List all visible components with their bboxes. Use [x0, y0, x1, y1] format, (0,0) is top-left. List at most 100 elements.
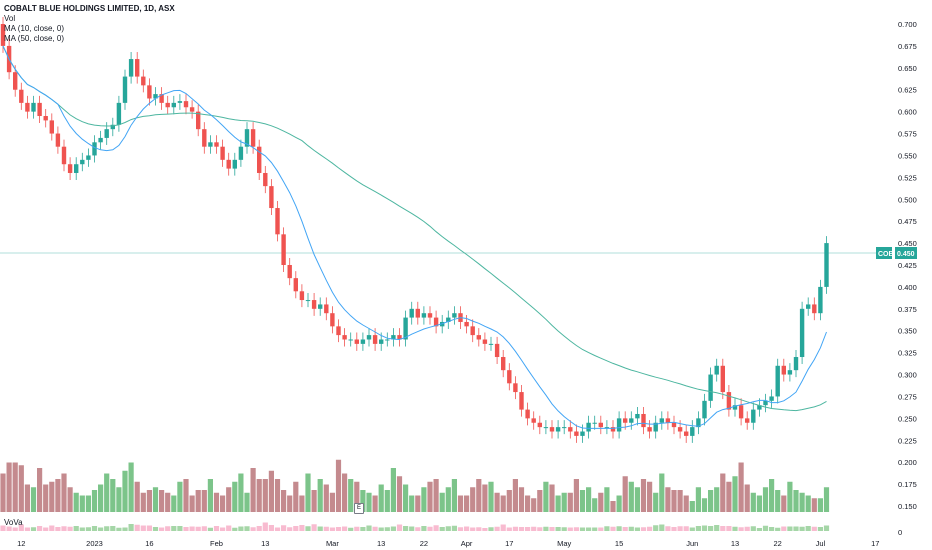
price-tick-label: 0.175 — [898, 480, 917, 489]
vova-bar — [30, 527, 37, 531]
candle-body — [806, 304, 811, 309]
ma50-line — [2, 45, 827, 412]
volume-bar — [384, 490, 390, 512]
price-axis[interactable]: 0.700 0.675 0.650 0.625 0.600 0.575 0.550 0.525… — [898, 20, 917, 537]
candle-body — [214, 142, 219, 147]
price-tick-label: 0.425 — [898, 261, 917, 270]
vova-tick-label: 0 — [898, 528, 902, 537]
volume-bar — [433, 479, 439, 512]
vova-bar — [427, 526, 433, 531]
vova-bar — [457, 527, 464, 531]
volume-bar — [787, 481, 793, 512]
candle-body — [793, 357, 799, 371]
vova-bar — [805, 526, 811, 531]
candle-body — [208, 142, 213, 147]
vova-bar — [262, 522, 268, 531]
candle-body — [775, 365, 780, 397]
legend-ma10[interactable]: MA (10, close, 0) — [4, 24, 65, 33]
candle-body — [98, 137, 103, 143]
volume-bar — [604, 487, 610, 512]
vova-bar — [67, 526, 73, 531]
volume-bar — [85, 495, 91, 512]
candle-body — [238, 146, 244, 160]
volume-bar — [470, 487, 476, 512]
vova-bar — [628, 526, 634, 531]
price-tick-label: 0.200 — [898, 458, 917, 467]
legend-vol[interactable]: Vol — [4, 14, 16, 23]
candle-body — [769, 396, 774, 401]
candle-body — [470, 326, 475, 336]
ma10-line — [2, 45, 827, 429]
price-tick-label: 0.450 — [898, 239, 917, 248]
candle-body — [714, 365, 719, 375]
candle-body — [684, 431, 689, 436]
vova-bar — [634, 527, 640, 531]
volume-bar — [281, 490, 287, 512]
volume-bar — [12, 462, 18, 512]
candle-body — [305, 300, 311, 302]
volume-bar — [695, 487, 701, 512]
candle-body — [183, 101, 189, 108]
svg-text:0.450: 0.450 — [897, 251, 915, 258]
candle-body — [635, 413, 640, 419]
vova-bar — [738, 527, 744, 531]
vova-bar — [207, 527, 213, 531]
candle-body — [690, 427, 695, 436]
vova-bar — [244, 526, 250, 531]
candle-body — [37, 102, 42, 117]
volume-bar — [122, 470, 128, 512]
candle-body — [281, 234, 286, 265]
vova-bar — [421, 526, 427, 531]
price-tick-label: 0.300 — [898, 371, 917, 380]
candle-body — [61, 146, 67, 165]
candle-body — [391, 335, 396, 340]
vova-bar — [573, 527, 579, 531]
vova-bar — [49, 525, 55, 531]
vova-bar — [604, 526, 610, 531]
candle-body — [726, 392, 732, 410]
price-tick-label: 0.575 — [898, 130, 917, 139]
vova-bar — [171, 526, 177, 531]
vova-bar — [287, 527, 293, 531]
legend-ma50[interactable]: MA (50, close, 0) — [4, 34, 65, 43]
vova-bar — [720, 526, 726, 531]
price-tick-label: 0.325 — [898, 349, 917, 358]
vova-bar — [567, 527, 573, 531]
vova-legend[interactable]: VoVa — [4, 518, 23, 527]
symbol-title[interactable]: COBALT BLUE HOLDINGS LIMITED, 1D, ASX — [4, 4, 175, 13]
vova-bar — [762, 525, 769, 531]
time-tick-label: 2023 — [86, 539, 103, 548]
volume-bar — [0, 473, 6, 512]
vova-bar — [622, 527, 628, 531]
candle-body — [171, 102, 176, 108]
volume-bar — [421, 487, 427, 512]
volume-bar — [171, 495, 177, 512]
volume-bar — [220, 495, 226, 512]
volume-bar — [73, 492, 79, 512]
volume-bar — [549, 484, 555, 512]
volume-bar — [451, 479, 457, 512]
candle-body — [226, 159, 231, 169]
candle-body — [671, 422, 677, 428]
earnings-marker[interactable]: E — [354, 503, 364, 514]
volume-bar — [323, 484, 329, 512]
vova-bar — [482, 528, 488, 531]
candle-body — [244, 129, 250, 147]
candle-body — [543, 427, 549, 429]
price-tick-label: 0.600 — [898, 108, 917, 117]
vova-bar — [18, 524, 24, 531]
time-tick-label: 22 — [774, 539, 782, 548]
vova-bar — [317, 526, 323, 531]
vova-bar — [238, 526, 244, 531]
svg-text:COB: COB — [878, 251, 894, 258]
candle-body — [220, 146, 225, 160]
vova-bar — [555, 527, 561, 531]
time-tick-label: 15 — [615, 539, 623, 548]
time-axis[interactable]: 12 2023 16 Feb 13 Mar 13 22 Apr 17 May 15 Jun 13 22 Jul… — [17, 539, 879, 548]
volume-bar — [24, 484, 30, 512]
candle-body — [745, 418, 750, 423]
candle-body — [269, 186, 274, 209]
volume-bar — [146, 490, 152, 512]
candle-body — [452, 313, 457, 318]
